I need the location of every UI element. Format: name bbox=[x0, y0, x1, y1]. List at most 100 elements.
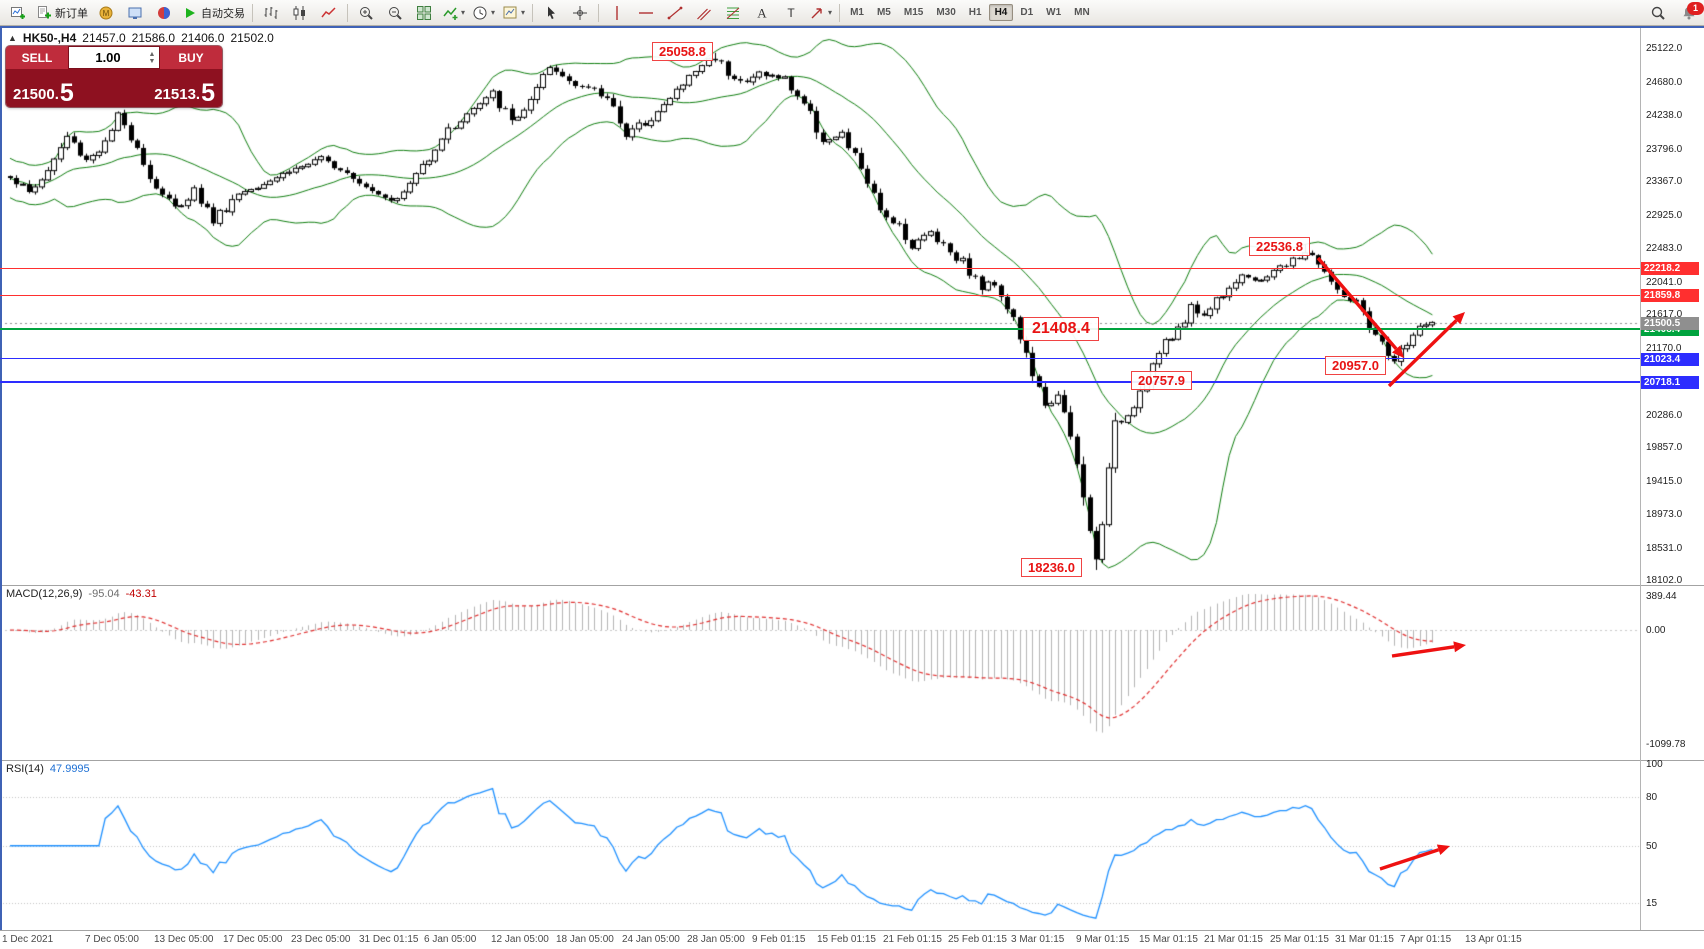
cursor-button[interactable] bbox=[537, 2, 565, 24]
macd-axis-label: 389.44 bbox=[1646, 591, 1677, 602]
price-annotation[interactable]: 25058.8 bbox=[652, 42, 713, 61]
timeframe-button-d1[interactable]: D1 bbox=[1020, 7, 1034, 18]
zoom-out-button[interactable] bbox=[381, 2, 409, 24]
price-axis-label: 23796.0 bbox=[1646, 143, 1683, 155]
high-value: 21586.0 bbox=[131, 31, 176, 45]
price-annotation[interactable]: 18236.0 bbox=[1021, 558, 1082, 577]
zoom-in-icon bbox=[358, 5, 374, 21]
horizontal-line[interactable] bbox=[0, 267, 1640, 269]
zoom-in-button[interactable] bbox=[352, 2, 380, 24]
macd-axis-label: 0.00 bbox=[1646, 625, 1666, 636]
candlestick-chart-button[interactable] bbox=[286, 2, 314, 24]
autotrading-button[interactable]: 自动交易 bbox=[179, 2, 248, 24]
periods-button[interactable]: ▾ bbox=[469, 2, 498, 24]
channel-button[interactable] bbox=[690, 2, 718, 24]
rsi-title: RSI(14) 47.9995 bbox=[6, 763, 90, 775]
label-button[interactable]: T bbox=[777, 2, 805, 24]
time-axis-label: 13 Apr 01:15 bbox=[1465, 934, 1522, 945]
line-chart-button[interactable] bbox=[315, 2, 343, 24]
price-annotation[interactable]: 21408.4 bbox=[1023, 317, 1099, 341]
line-chart-icon bbox=[321, 5, 337, 21]
new-order-button[interactable]: 新订单 bbox=[33, 2, 91, 24]
volume-input[interactable] bbox=[69, 50, 159, 65]
timeframe-button-h4[interactable]: H4 bbox=[988, 4, 1014, 21]
macd-name-label: MACD(12,26,9) bbox=[6, 588, 83, 600]
candlestick-icon bbox=[292, 5, 308, 21]
trendline-button[interactable] bbox=[661, 2, 689, 24]
price-annotation[interactable]: 20957.0 bbox=[1325, 356, 1386, 375]
horizontal-line[interactable] bbox=[0, 294, 1640, 296]
zoom-out-icon bbox=[387, 5, 403, 21]
text-button[interactable]: A bbox=[748, 2, 776, 24]
cursor-icon bbox=[543, 5, 559, 21]
vertical-line-button[interactable] bbox=[603, 2, 631, 24]
tile-windows-button[interactable] bbox=[410, 2, 438, 24]
macd-axis-label: -1099.78 bbox=[1646, 739, 1686, 750]
arrows-button[interactable]: ▾ bbox=[806, 2, 835, 24]
indicators-button[interactable]: ▾ bbox=[439, 2, 468, 24]
horizontal-line-button[interactable] bbox=[632, 2, 660, 24]
periods-icon bbox=[472, 5, 488, 21]
toolbar-separator bbox=[532, 3, 534, 22]
new-chart-icon bbox=[10, 5, 26, 21]
fibonacci-icon bbox=[725, 5, 741, 21]
time-axis-label: 31 Dec 01:15 bbox=[359, 934, 419, 945]
timeframe-button-h1[interactable]: H1 bbox=[968, 7, 982, 18]
time-axis-label: 6 Jan 05:00 bbox=[424, 934, 477, 945]
timeframe-button-m30[interactable]: M30 bbox=[936, 7, 956, 18]
rsi-axis-label: 80 bbox=[1646, 791, 1658, 803]
buy-price-main: 21513. bbox=[154, 86, 201, 103]
timeframe-button-m1[interactable]: M1 bbox=[850, 7, 864, 18]
timeframe-button-m5[interactable]: M5 bbox=[876, 7, 891, 18]
macd-pane-splitter[interactable] bbox=[0, 585, 1704, 586]
crosshair-button[interactable] bbox=[566, 2, 594, 24]
price-axis-label: 22483.0 bbox=[1646, 243, 1683, 255]
horizontal-line[interactable] bbox=[0, 358, 1640, 360]
timeframe-button-mn[interactable]: MN bbox=[1074, 7, 1090, 18]
community-icon bbox=[156, 5, 172, 21]
time-axis-label: 15 Mar 01:15 bbox=[1139, 934, 1198, 945]
search-button[interactable] bbox=[1644, 2, 1672, 24]
notifications-button[interactable]: 1 bbox=[1678, 1, 1704, 23]
text-icon: A bbox=[754, 5, 770, 21]
toolbar-separator bbox=[839, 3, 841, 22]
price-axis-label: 18102.0 bbox=[1646, 575, 1683, 587]
horizontal-line[interactable] bbox=[0, 380, 1640, 383]
mql5-button[interactable]: M bbox=[92, 2, 120, 24]
price-annotation[interactable]: 20757.9 bbox=[1131, 371, 1192, 390]
symbol-period-label: HK50-,H4 bbox=[22, 31, 77, 45]
chart-symbol-icon: ▲ bbox=[8, 33, 17, 43]
macd-main-value: -95.04 bbox=[88, 588, 120, 600]
community-button[interactable] bbox=[150, 2, 178, 24]
rsi-name-label: RSI(14) bbox=[6, 763, 44, 775]
templates-button[interactable]: ▾ bbox=[499, 2, 528, 24]
sell-price-main: 21500. bbox=[13, 86, 59, 103]
fibonacci-button[interactable] bbox=[719, 2, 747, 24]
horizontal-line-icon bbox=[638, 5, 654, 21]
toolbar-separator bbox=[598, 3, 600, 22]
time-axis-label: 21 Feb 01:15 bbox=[883, 934, 942, 945]
rsi-pane-splitter[interactable] bbox=[0, 760, 1704, 761]
new-chart-button[interactable] bbox=[4, 2, 32, 24]
horizontal-line[interactable] bbox=[0, 328, 1640, 331]
timeframe-button-w1[interactable]: W1 bbox=[1046, 7, 1062, 18]
close-value: 21502.0 bbox=[230, 31, 274, 45]
buy-button[interactable]: BUY bbox=[160, 46, 222, 69]
price-axis-label: 19857.0 bbox=[1646, 442, 1683, 454]
autotrading-icon bbox=[182, 5, 198, 21]
price-axis-label: 24680.0 bbox=[1646, 76, 1683, 88]
sell-button[interactable]: SELL bbox=[6, 46, 68, 69]
price-axis-label: 22925.0 bbox=[1646, 209, 1683, 221]
volume-up-button[interactable]: ▲ bbox=[148, 50, 156, 58]
timeframe-button-m15[interactable]: M15 bbox=[903, 7, 924, 18]
price-axis-label: 21170.0 bbox=[1646, 342, 1682, 354]
price-axis-label: 23367.0 bbox=[1646, 176, 1683, 188]
bar-chart-button[interactable] bbox=[257, 2, 285, 24]
price-annotation[interactable]: 22536.8 bbox=[1249, 237, 1310, 256]
market-button[interactable] bbox=[121, 2, 149, 24]
volume-down-button[interactable]: ▼ bbox=[148, 57, 156, 65]
crosshair-icon bbox=[572, 5, 588, 21]
rsi-axis-label: 15 bbox=[1646, 897, 1658, 909]
time-axis-label: 1 Dec 2021 bbox=[2, 934, 54, 945]
